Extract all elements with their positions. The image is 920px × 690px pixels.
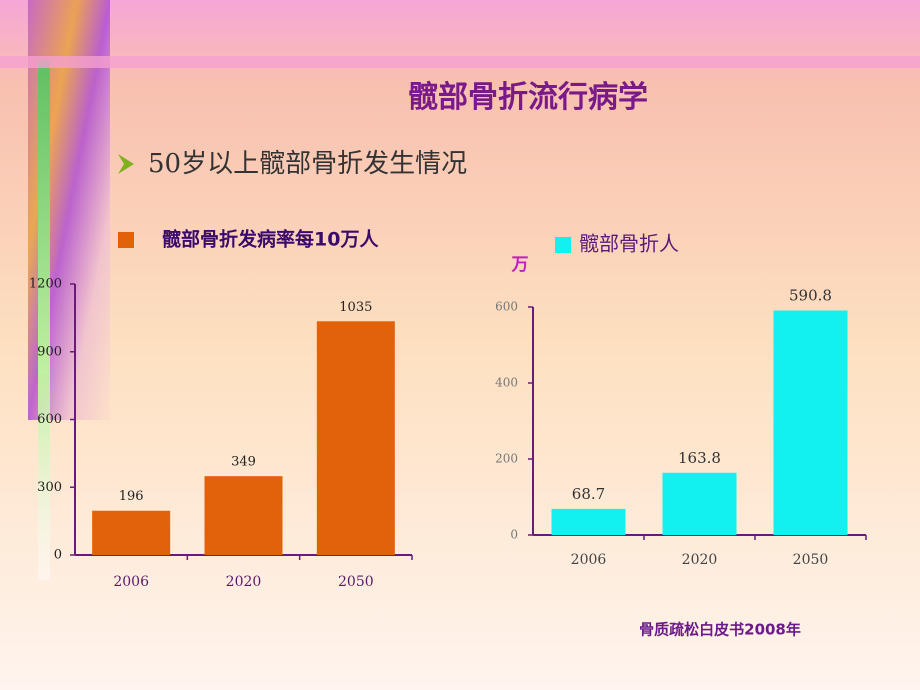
legend-label: 髋部骨折人 bbox=[579, 232, 679, 256]
x-tick-label: 2050 bbox=[793, 552, 829, 568]
bar bbox=[204, 476, 283, 555]
value-label: 349 bbox=[231, 455, 256, 470]
x-tick-label: 2020 bbox=[226, 574, 262, 590]
value-label: 590.8 bbox=[789, 286, 832, 304]
value-label: 196 bbox=[119, 489, 144, 504]
value-label: 68.7 bbox=[572, 485, 605, 503]
x-tick-label: 2020 bbox=[682, 552, 718, 568]
slide-title: 髋部骨折流行病学 bbox=[408, 80, 648, 115]
decoration bbox=[0, 56, 920, 68]
x-tick-label: 2006 bbox=[113, 574, 149, 590]
y-tick-label: 600 bbox=[37, 412, 62, 427]
y-tick-label: 200 bbox=[495, 452, 518, 466]
bullet bbox=[118, 154, 134, 174]
bar bbox=[92, 510, 171, 555]
legend-swatch bbox=[118, 232, 134, 248]
x-tick-label: 2006 bbox=[571, 552, 607, 568]
y-tick-label: 0 bbox=[510, 528, 518, 542]
value-label: 1035 bbox=[339, 300, 372, 315]
y-tick-label: 0 bbox=[54, 548, 62, 563]
y-tick-label: 1200 bbox=[29, 277, 62, 292]
bar bbox=[316, 321, 395, 555]
x-tick-label: 2050 bbox=[338, 574, 374, 590]
subtitle: 50岁以上髋部骨折发生情况 bbox=[148, 149, 467, 179]
y-tick-label: 300 bbox=[37, 480, 62, 495]
legend-label: 髋部骨折发病率每10万人 bbox=[162, 228, 379, 251]
y-tick-label: 600 bbox=[495, 300, 518, 314]
bar bbox=[773, 310, 848, 535]
decoration bbox=[38, 60, 50, 580]
legend-swatch bbox=[555, 237, 571, 253]
y-axis-label: 万 bbox=[511, 255, 529, 275]
y-tick-label: 900 bbox=[37, 344, 62, 359]
y-tick-label: 400 bbox=[495, 376, 518, 390]
value-label: 163.8 bbox=[678, 449, 721, 467]
bar bbox=[551, 508, 626, 535]
bar bbox=[662, 472, 737, 535]
source: 骨质疏松白皮书2008年 bbox=[639, 621, 801, 639]
